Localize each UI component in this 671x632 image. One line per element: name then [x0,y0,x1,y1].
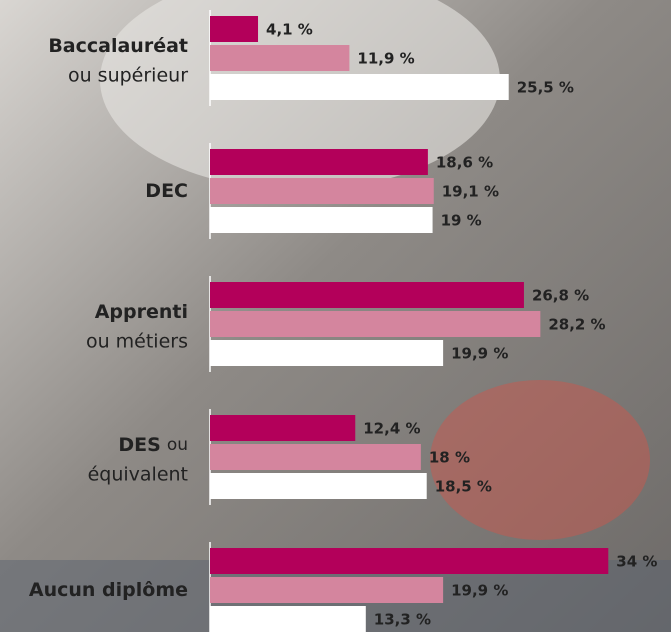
category-label: DES ou [118,434,188,456]
bar [210,74,509,100]
category-label-line2: ou métiers [86,331,188,353]
category-label: Apprenti [95,301,188,323]
value-label: 19 % [441,212,482,230]
value-label: 28,2 % [548,316,605,334]
photo-shape [430,380,650,540]
category-label-bold: DEC [145,180,188,202]
category-label-bold: Baccalauréat [48,35,188,57]
value-label: 11,9 % [357,50,414,68]
value-label: 4,1 % [266,21,313,39]
value-label: 13,3 % [374,611,431,629]
category-label-line2: ou supérieur [68,65,188,87]
value-label: 18 % [429,449,470,467]
bar [210,473,427,499]
bar [210,311,541,337]
bar [210,16,259,42]
category-label-bold: Aucun diplôme [29,579,188,601]
bar [210,548,609,574]
category-label: Aucun diplôme [29,579,188,601]
value-label: 18,5 % [435,478,492,496]
value-label: 19,9 % [451,582,508,600]
bar [210,340,444,366]
value-label: 12,4 % [363,420,420,438]
category-label-bold: DES [118,434,160,456]
bar [210,178,434,204]
plot: 4,1 % 11,9 % 25,5 % Baccalauréat ou supérieu… [29,10,657,632]
bar [210,149,428,175]
bar [210,415,356,441]
bar [210,444,421,470]
bar [210,606,366,632]
category-label: Baccalauréat [48,35,188,57]
bar [210,577,444,603]
value-label: 19,9 % [451,345,508,363]
bar [210,282,524,308]
bar [210,45,350,71]
value-label: 19,1 % [442,183,499,201]
bar [210,207,433,233]
value-label: 34 % [616,553,657,571]
category-label: DEC [145,180,188,202]
value-label: 26,8 % [532,287,589,305]
category-label-line2: équivalent [88,464,188,486]
value-label: 18,6 % [436,154,493,172]
value-label: 25,5 % [517,79,574,97]
category-label-text: ou [167,435,188,455]
category-label-bold: Apprenti [95,301,188,323]
